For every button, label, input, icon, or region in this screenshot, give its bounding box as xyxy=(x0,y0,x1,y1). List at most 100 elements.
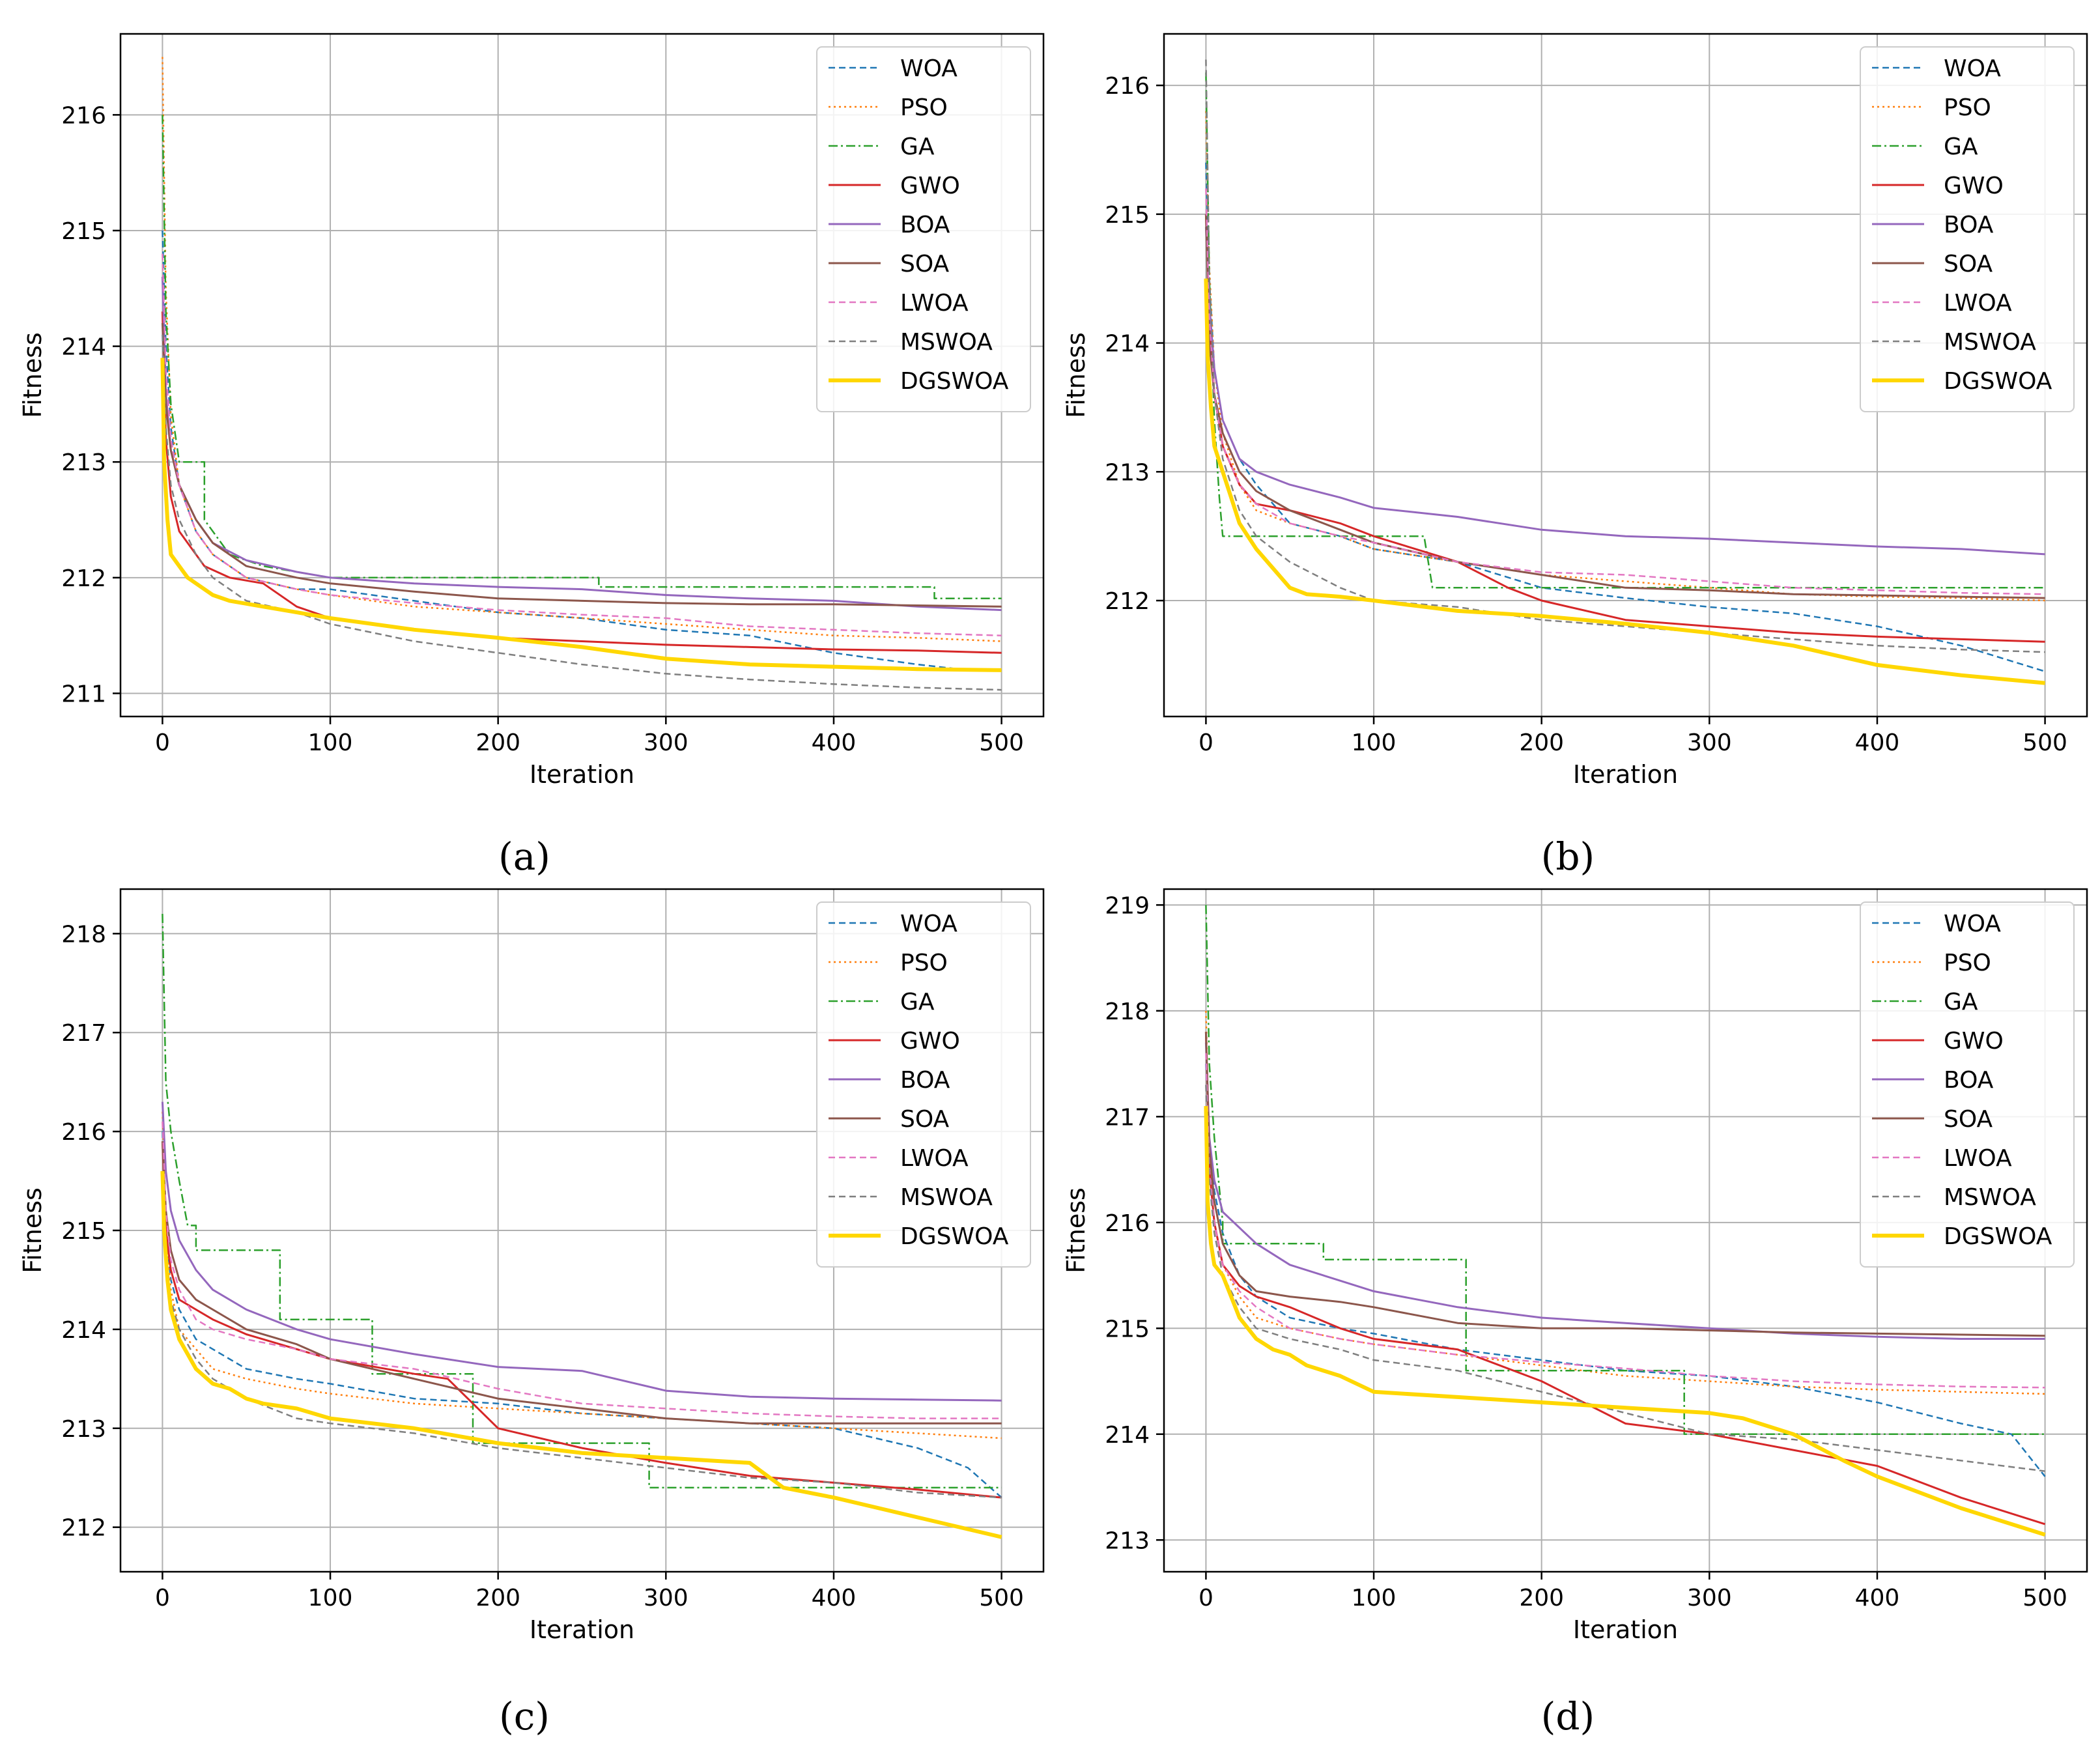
x-tick-label: 100 xyxy=(308,730,353,756)
x-tick-label: 300 xyxy=(1687,730,1732,756)
y-tick-label: 215 xyxy=(1105,1316,1150,1342)
legend-label-dgswoa: DGSWOA xyxy=(1944,1223,2052,1250)
legend-box xyxy=(816,901,1031,1268)
chart-panel-b: 0 100 200 300 400 500 212 213 214 215 216 Iteration… xyxy=(1062,33,2088,879)
y-tick-label: 211 xyxy=(61,681,106,707)
y-tick-label: 215 xyxy=(61,218,106,245)
y-tick-label: 215 xyxy=(1105,202,1150,229)
series-line-gwo xyxy=(161,311,1002,654)
legend-label-soa: SOA xyxy=(1944,1106,1993,1133)
legend-label-gwo: GWO xyxy=(1944,1028,2004,1055)
series-line-ga xyxy=(1205,905,2045,1436)
legend-label-soa: SOA xyxy=(900,1106,950,1133)
legend-label-gwo: GWO xyxy=(900,173,960,199)
legend-label-boa: BOA xyxy=(1944,1067,1994,1094)
series-line-dgswoa xyxy=(1204,278,2045,685)
x-tick-label: 100 xyxy=(1352,730,1397,756)
x-tick-label: 400 xyxy=(812,1585,857,1611)
legend-label-ga: GA xyxy=(900,134,935,160)
series-line-gwo xyxy=(161,1141,1002,1499)
legend-label-pso: PSO xyxy=(900,94,948,121)
y-tick-label: 216 xyxy=(61,102,106,129)
legend-label-boa: BOA xyxy=(1944,212,1994,238)
series-line-lwoa xyxy=(1205,188,2045,595)
legend-label-boa: BOA xyxy=(900,212,950,238)
y-tick-label: 212 xyxy=(1105,588,1150,615)
y-tick-label: 214 xyxy=(61,334,106,361)
legend-box xyxy=(816,46,1031,412)
legend-label-boa: BOA xyxy=(900,1067,950,1094)
y-tick-label: 215 xyxy=(61,1218,106,1245)
legend-label-ga: GA xyxy=(900,989,935,1015)
legend-label-woa: WOA xyxy=(1944,911,2001,937)
legend-label-soa: SOA xyxy=(1944,251,1993,277)
y-tick-label: 217 xyxy=(1105,1104,1150,1131)
series-line-lwoa xyxy=(162,1121,1002,1419)
legend-label-soa: SOA xyxy=(900,251,950,277)
x-axis-label: Iteration xyxy=(530,1615,634,1644)
y-axis-label: Fitness xyxy=(1062,332,1090,418)
panel-caption: (b) xyxy=(1541,834,1595,879)
x-tick-label: 500 xyxy=(2022,730,2067,756)
panel-caption: (c) xyxy=(499,1694,550,1738)
legend-label-woa: WOA xyxy=(900,55,958,82)
x-tick-label: 200 xyxy=(475,730,520,756)
legend-label-dgswoa: DGSWOA xyxy=(900,368,1009,395)
y-tick-label: 218 xyxy=(1105,999,1150,1025)
y-tick-label: 219 xyxy=(1105,892,1150,919)
chart-panel-c: 0 100 200 300 400 500 212 213 214 215 216 217 218 Ite… xyxy=(18,888,1045,1738)
y-tick-label: 212 xyxy=(61,1515,106,1542)
legend-label-gwo: GWO xyxy=(1944,173,2004,199)
legend-label-pso: PSO xyxy=(900,950,948,976)
y-tick-label: 213 xyxy=(61,1416,106,1443)
y-tick-label: 214 xyxy=(61,1317,106,1344)
y-axis-label: Fitness xyxy=(1062,1187,1090,1273)
x-tick-label: 400 xyxy=(1855,1585,1900,1611)
legend: WOA PSO GA GWO BOA SOA LWOA MSWOA DGSWOA xyxy=(1860,46,2075,412)
series-line-gwo xyxy=(1204,214,2045,643)
x-tick-label: 100 xyxy=(308,1585,353,1611)
axes-frame xyxy=(1163,888,2088,1573)
series-line-boa xyxy=(1204,227,2045,556)
x-tick-label: 500 xyxy=(2022,1585,2067,1611)
axes-frame xyxy=(119,33,1045,718)
x-tick-label: 0 xyxy=(155,1585,170,1611)
legend-label-gwo: GWO xyxy=(900,1028,960,1055)
series-line-woa xyxy=(1205,1064,2046,1477)
series-line-mswoa xyxy=(162,1181,1002,1499)
series-line-dgswoa xyxy=(160,358,1002,672)
y-tick-label: 218 xyxy=(61,921,106,948)
series-line-lwoa xyxy=(1205,1053,2045,1389)
legend-label-dgswoa: DGSWOA xyxy=(900,1223,1009,1250)
legend-label-lwoa: LWOA xyxy=(900,290,969,317)
series-group xyxy=(160,57,1002,691)
series-group xyxy=(1204,59,2045,685)
x-tick-label: 0 xyxy=(155,730,170,756)
series-line-boa xyxy=(161,1101,1002,1402)
x-tick-label: 0 xyxy=(1199,730,1213,756)
x-tick-label: 500 xyxy=(979,1585,1024,1611)
legend: WOA PSO GA GWO BOA SOA LWOA MSWOA DGSWOA xyxy=(1860,901,2075,1268)
legend-label-woa: WOA xyxy=(1944,55,2001,82)
x-tick-label: 400 xyxy=(1855,730,1900,756)
legend-label-ga: GA xyxy=(1944,989,1978,1015)
y-tick-label: 213 xyxy=(1105,459,1150,486)
y-tick-label: 216 xyxy=(1105,1210,1150,1237)
y-tick-label: 214 xyxy=(1105,1422,1150,1449)
legend-label-lwoa: LWOA xyxy=(900,1145,969,1172)
series-line-ga xyxy=(162,913,1002,1489)
series-line-soa xyxy=(1204,1032,2045,1337)
y-tick-label: 216 xyxy=(1105,73,1150,100)
legend-label-lwoa: LWOA xyxy=(1944,1145,2012,1172)
legend-label-dgswoa: DGSWOA xyxy=(1944,368,2052,395)
series-line-woa xyxy=(162,1131,1002,1499)
x-tick-label: 500 xyxy=(979,730,1024,756)
legend: WOA PSO GA GWO BOA SOA LWOA MSWOA DGSWOA xyxy=(816,901,1031,1268)
x-tick-label: 200 xyxy=(1519,1585,1564,1611)
x-tick-label: 100 xyxy=(1352,1585,1397,1611)
x-axis-label: Iteration xyxy=(1573,760,1678,789)
x-tick-label: 300 xyxy=(644,1585,688,1611)
series-line-boa xyxy=(1204,1042,2045,1340)
legend-label-lwoa: LWOA xyxy=(1944,290,2012,317)
